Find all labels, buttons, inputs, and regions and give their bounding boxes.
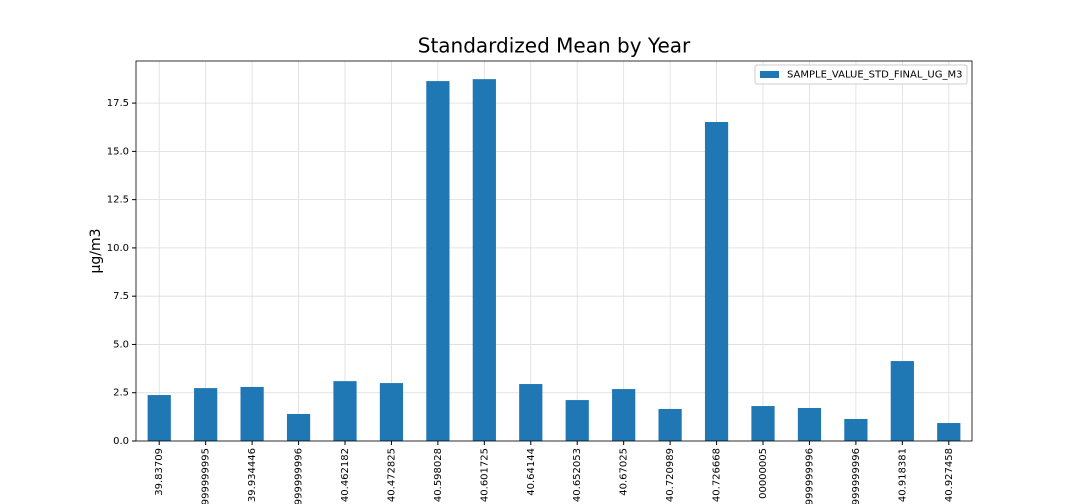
legend-label: SAMPLE_VALUE_STD_FINAL_UG_M3	[787, 70, 962, 81]
legend-box	[754, 64, 968, 85]
bar	[240, 386, 264, 441]
bar	[379, 383, 404, 441]
plot-frame	[135, 60, 973, 442]
y-tick-label: 0.0	[113, 436, 129, 447]
bar	[612, 389, 636, 441]
x-tick-label: 40.918381	[897, 448, 908, 502]
y-tick-label: 17.5	[107, 98, 129, 109]
bar	[797, 407, 822, 441]
x-tick-label: 40.64144	[526, 448, 537, 496]
bar	[658, 408, 682, 441]
y-tick-label: 7.5	[113, 291, 129, 302]
x-tick-label: 999999996	[804, 448, 815, 504]
x-tick-label: 40.652053	[572, 448, 583, 502]
x-tick-label: 40.720989	[665, 448, 676, 502]
x-tick-label: 39.83709	[154, 448, 165, 496]
y-tick-label: 12.5	[107, 195, 129, 206]
y-axis-label: μg/m3	[88, 228, 104, 273]
x-tick-label: 999999995	[201, 448, 212, 504]
bar	[519, 384, 543, 441]
bar	[147, 395, 171, 441]
x-tick-label: 40.598028	[433, 448, 444, 502]
x-tick-label: 40.726668	[712, 448, 723, 502]
x-tick-label: 999999996	[851, 448, 862, 504]
x-tick-label: 39.934446	[247, 448, 258, 502]
x-tick-label: 40.462182	[340, 448, 351, 502]
bar	[565, 400, 589, 441]
y-tick-label: 15.0	[107, 146, 129, 157]
bar	[844, 418, 868, 441]
bar	[286, 413, 311, 441]
bar	[751, 406, 775, 441]
x-tick-label: 40.601725	[479, 448, 490, 502]
bar	[426, 81, 450, 441]
bar	[937, 423, 961, 441]
x-tick-label: 40.927458	[944, 448, 955, 502]
bar	[472, 79, 496, 442]
chart-title: Standardized Mean by Year	[418, 34, 691, 58]
x-tick-label: 40.67025	[619, 448, 630, 496]
y-tick-label: 2.5	[113, 388, 129, 399]
legend: SAMPLE_VALUE_STD_FINAL_UG_M3	[754, 64, 968, 85]
bar	[704, 122, 729, 441]
y-tick-label: 10.0	[107, 243, 129, 254]
x-tick-label: 00000005	[758, 448, 769, 499]
bar	[333, 381, 357, 441]
x-tick-label: 999999996	[294, 448, 305, 504]
x-tick-label: 40.472825	[386, 448, 397, 502]
y-tick-label: 5.0	[113, 339, 129, 350]
bar	[890, 361, 914, 441]
legend-swatch	[760, 71, 779, 78]
bar	[194, 388, 218, 441]
